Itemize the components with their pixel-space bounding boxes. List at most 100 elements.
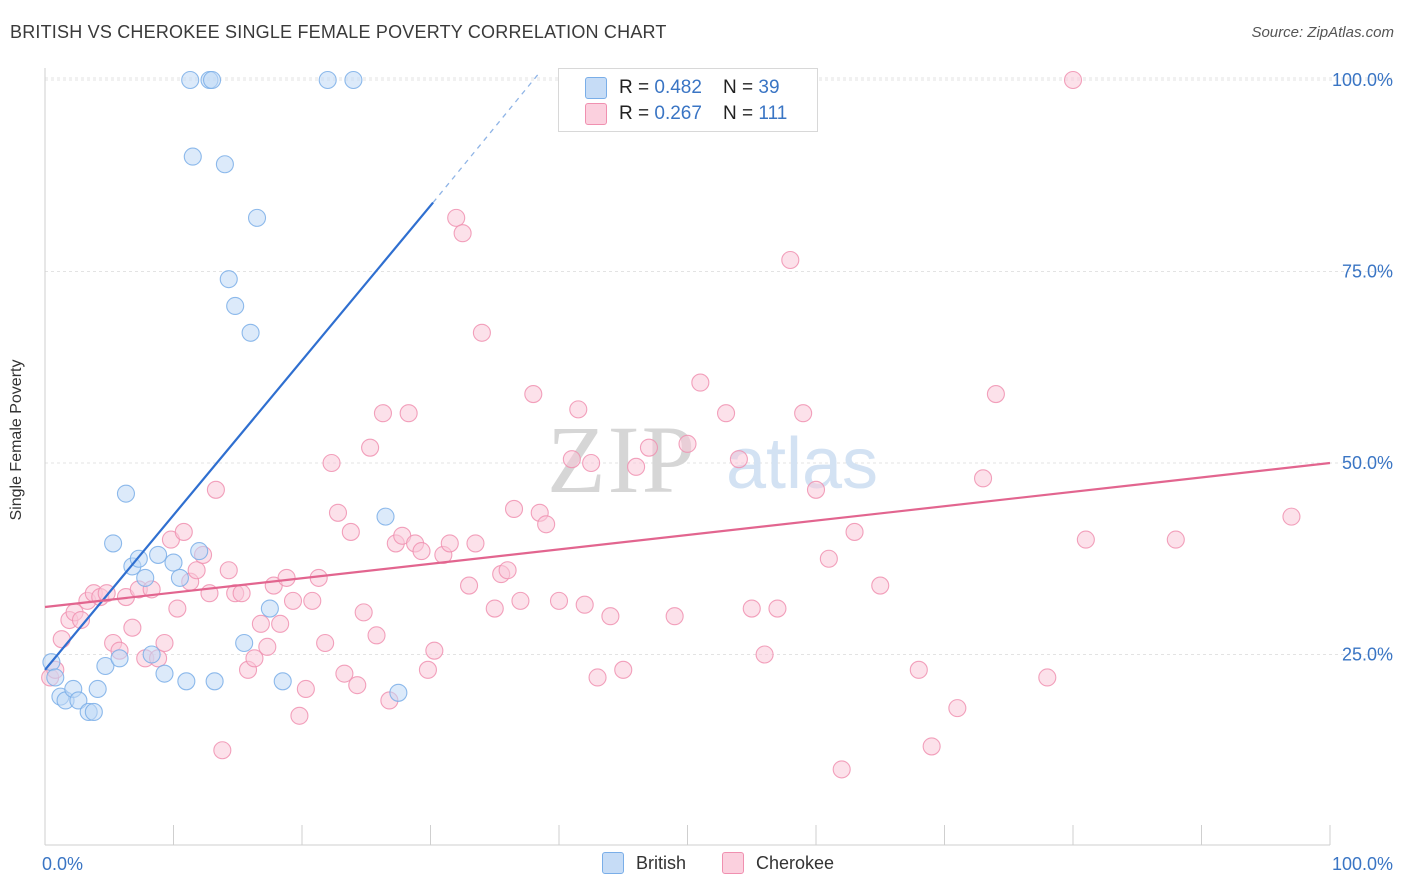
cherokee-point-96 <box>806 480 826 499</box>
cherokee-point-93 <box>768 599 787 618</box>
cherokee-point-2 <box>52 630 71 649</box>
cherokee-point-85 <box>639 438 659 457</box>
cherokee-point-71 <box>504 499 524 519</box>
british-trend-extension <box>432 71 541 203</box>
british-point-1 <box>46 668 65 687</box>
cherokee-point-51 <box>367 626 386 645</box>
legend-cherokee-swatch <box>722 852 744 874</box>
british-point-30 <box>226 296 245 316</box>
source-label: Source: ZipAtlas.com <box>1251 24 1394 41</box>
british-point-20 <box>170 568 189 587</box>
cherokee-point-79 <box>575 595 594 614</box>
cherokee-point-63 <box>447 208 466 227</box>
cherokee-point-97 <box>819 549 838 568</box>
cherokee-point-91 <box>742 599 761 618</box>
cherokee-point-77 <box>562 450 581 469</box>
cherokee-point-33 <box>251 614 270 633</box>
stats-legend-row-cherokee: R = 0.267 N = 111 <box>585 102 787 126</box>
cherokee-point-66 <box>466 534 485 553</box>
y-tick-label-100: 100.0% <box>1332 70 1393 90</box>
series-legend: British Cherokee <box>0 852 1406 876</box>
legend-item-british[interactable]: British <box>602 852 686 874</box>
cherokee-trend-line <box>44 461 1331 609</box>
british-point-7 <box>84 702 103 722</box>
cherokee-point-18 <box>155 633 174 653</box>
british-point-37 <box>344 70 363 90</box>
cherokee-point-39 <box>290 706 309 725</box>
cherokee-point-92 <box>755 645 774 664</box>
cherokee-point-20 <box>168 599 187 618</box>
british-point-39 <box>389 683 408 702</box>
cherokee-point-60 <box>425 641 444 660</box>
british-point-27 <box>205 672 224 691</box>
cherokee-point-28 <box>219 561 238 580</box>
cherokee-point-41 <box>303 591 322 610</box>
cherokee-point-86 <box>665 607 684 626</box>
cherokee-point-101 <box>909 660 928 679</box>
cherokee-point-5 <box>71 610 91 630</box>
cherokee-point-89 <box>716 404 736 423</box>
cherokee-point-48 <box>348 676 367 695</box>
watermark: ZIP atlas <box>547 406 878 513</box>
chart-title: BRITISH VS CHEROKEE SINGLE FEMALE POVERT… <box>10 22 667 42</box>
cherokee-point-23 <box>187 561 206 580</box>
cherokee-point-30 <box>232 584 251 603</box>
cherokee-point-36 <box>271 614 290 633</box>
cherokee-point-88 <box>691 373 710 392</box>
cherokee-point-72 <box>511 591 530 610</box>
british-point-19 <box>164 553 183 572</box>
legend-item-cherokee[interactable]: Cherokee <box>722 852 834 874</box>
cherokee-point-78 <box>569 400 588 419</box>
cherokee-point-87 <box>678 434 697 453</box>
british-point-36 <box>318 70 337 90</box>
british-point-34 <box>260 599 279 618</box>
cherokee-point-65 <box>459 576 479 595</box>
cherokee-point-102 <box>922 737 941 756</box>
cherokee-point-43 <box>316 633 335 653</box>
y-tick-label-75: 75.0% <box>1342 262 1393 282</box>
cherokee-point-49 <box>354 603 373 622</box>
british-point-9 <box>96 656 115 676</box>
x-tick-label-max: 100.0% <box>1332 854 1393 874</box>
british-point-12 <box>116 484 136 503</box>
y-tick-label-25: 25.0% <box>1342 645 1393 665</box>
cherokee-point-62 <box>440 534 459 553</box>
y-tick-label-50: 50.0% <box>1342 453 1393 473</box>
cherokee-point-107 <box>1063 70 1083 90</box>
cherokee-swatch <box>585 103 607 125</box>
cherokee-point-100 <box>871 576 890 595</box>
axes <box>44 68 1331 846</box>
trend-lines <box>44 71 1331 671</box>
cherokee-point-80 <box>582 453 601 473</box>
cherokee-point-81 <box>588 668 607 687</box>
cherokee-point-34 <box>258 637 277 656</box>
cherokee-point-67 <box>472 323 491 342</box>
british-point-33 <box>247 208 267 227</box>
cherokee-point-45 <box>328 503 348 522</box>
cherokee-point-47 <box>341 522 360 541</box>
british-point-11 <box>110 649 129 668</box>
british-point-21 <box>177 672 196 691</box>
cherokee-point-58 <box>412 542 431 561</box>
cherokee-point-103 <box>948 699 967 718</box>
british-point-32 <box>241 323 260 342</box>
cherokee-point-56 <box>399 404 418 423</box>
cherokee-point-82 <box>601 607 620 626</box>
cherokee-point-106 <box>1038 668 1057 687</box>
cherokee-point-64 <box>453 224 472 243</box>
british-point-16 <box>142 645 161 664</box>
british-point-17 <box>149 545 168 564</box>
british-point-5 <box>69 691 88 710</box>
cherokee-point-108 <box>1076 530 1095 549</box>
british-point-10 <box>104 534 123 553</box>
cherokee-point-27 <box>213 741 232 760</box>
british-point-38 <box>376 507 395 526</box>
data-points <box>41 70 1301 779</box>
cherokee-point-44 <box>322 453 341 473</box>
british-point-31 <box>235 633 254 653</box>
british-point-22 <box>181 70 200 90</box>
british-point-24 <box>190 542 209 561</box>
cherokee-point-52 <box>373 404 393 423</box>
cherokee-point-13 <box>123 618 142 637</box>
